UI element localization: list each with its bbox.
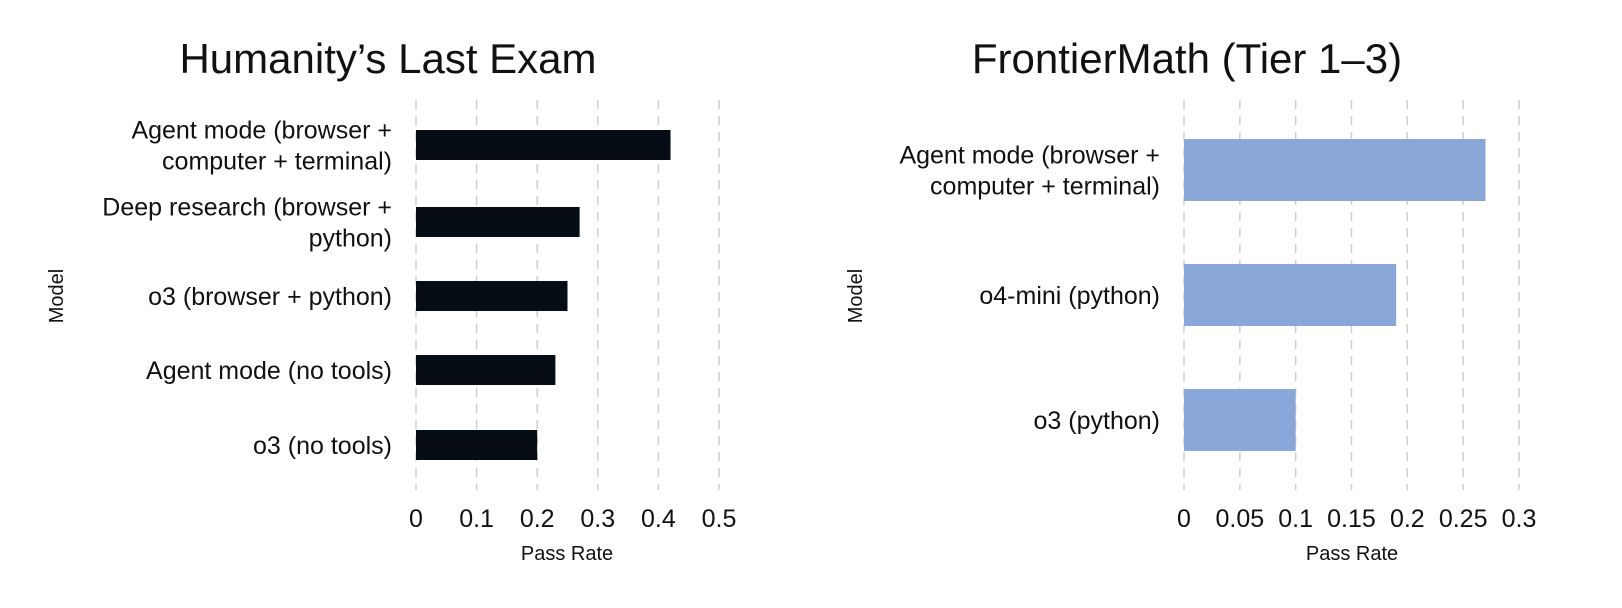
category-label-line: computer + terminal) — [930, 173, 1160, 201]
bar — [416, 207, 580, 237]
bar — [1184, 389, 1296, 451]
category-label-line: python) — [309, 225, 392, 253]
x-tick-label: 0.3 — [1502, 505, 1537, 533]
bar — [1184, 264, 1397, 326]
x-tick-label: 0.1 — [459, 505, 494, 533]
category-label: Agent mode (browser + computer + terminal… — [899, 142, 1160, 201]
chart-title: Humanity’s Last Exam — [179, 35, 596, 82]
category-label: Agent mode (browser + computer + terminal… — [131, 117, 392, 176]
chart-title: FrontierMath (Tier 1–3) — [972, 35, 1402, 82]
category-label-line: o3 (no tools) — [253, 432, 392, 460]
x-axis-label: Pass Rate — [1306, 543, 1398, 565]
x-tick-label: 0.4 — [641, 505, 676, 533]
category-label-line: o3 (python) — [1034, 407, 1160, 435]
category-label-line: o4-mini (python) — [979, 282, 1160, 310]
category-label-line: Agent mode (browser + — [899, 142, 1160, 170]
x-tick-label: 0.2 — [1390, 505, 1425, 533]
category-label-line: computer + terminal) — [162, 148, 392, 176]
bar — [416, 130, 671, 160]
x-tick-label: 0.5 — [702, 505, 737, 533]
category-label-line: o3 (browser + python) — [148, 283, 392, 311]
x-tick-label: 0.1 — [1278, 505, 1313, 533]
x-axis-label: Pass Rate — [521, 543, 613, 565]
category-label: o3 (browser + python) — [148, 283, 392, 311]
bar — [416, 430, 538, 460]
x-tick-label: 0.25 — [1439, 505, 1488, 533]
category-label: o4-mini (python) — [979, 282, 1160, 310]
chart-humanitys-last-exam: Humanity’s Last Exam Model Pass Rate 0 0.… — [46, 35, 736, 565]
x-tick-label: 0 — [1177, 505, 1191, 533]
y-axis-label: Model — [845, 269, 867, 323]
y-axis-label: Model — [46, 269, 68, 323]
category-label-line: Agent mode (no tools) — [146, 357, 392, 385]
bar — [1184, 139, 1486, 201]
category-label-line: Deep research (browser + — [102, 194, 392, 222]
bar — [416, 355, 556, 385]
chart-frontiermath: FrontierMath (Tier 1–3) Model Pass Rate … — [845, 35, 1536, 565]
category-label-line: Agent mode (browser + — [131, 117, 392, 145]
category-label: o3 (no tools) — [253, 432, 392, 460]
category-label: o3 (python) — [1034, 407, 1160, 435]
x-tick-label: 0 — [409, 505, 423, 533]
category-label: Deep research (browser + python) — [102, 194, 392, 253]
category-label: Agent mode (no tools) — [146, 357, 392, 385]
x-tick-label: 0.2 — [520, 505, 555, 533]
x-tick-label: 0.05 — [1215, 505, 1264, 533]
x-tick-label: 0.3 — [580, 505, 615, 533]
x-tick-label: 0.15 — [1327, 505, 1376, 533]
bar — [416, 281, 568, 311]
